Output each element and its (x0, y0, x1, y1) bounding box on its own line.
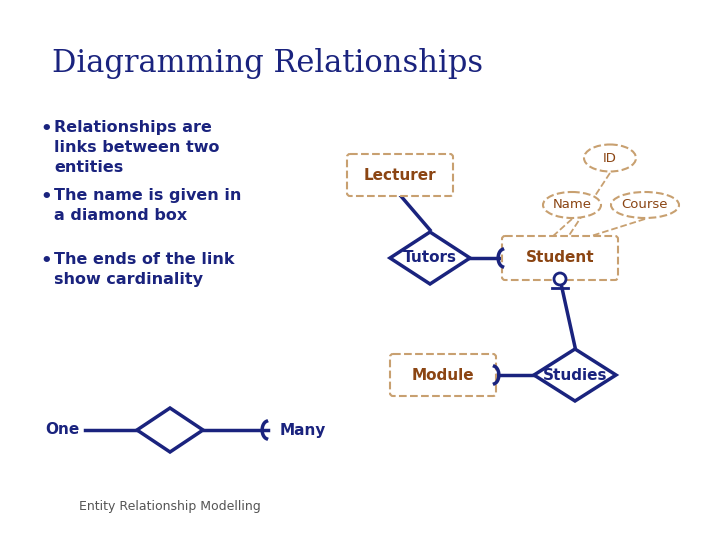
Circle shape (554, 273, 566, 285)
Text: Tutors: Tutors (403, 251, 457, 266)
Ellipse shape (543, 192, 601, 218)
Text: Entity Relationship Modelling: Entity Relationship Modelling (79, 500, 261, 513)
Text: •: • (40, 188, 52, 206)
Text: Student: Student (526, 251, 594, 266)
Text: ID: ID (603, 152, 617, 165)
Polygon shape (137, 408, 203, 452)
Text: •: • (40, 120, 52, 138)
Text: Lecturer: Lecturer (364, 167, 436, 183)
Text: Relationships are
links between two
entities: Relationships are links between two enti… (54, 120, 220, 174)
Text: The ends of the link
show cardinality: The ends of the link show cardinality (54, 252, 235, 287)
Polygon shape (390, 232, 470, 284)
Text: •: • (40, 252, 52, 270)
Text: Course: Course (622, 199, 668, 212)
FancyBboxPatch shape (390, 354, 496, 396)
Text: Diagramming Relationships: Diagramming Relationships (52, 48, 483, 79)
Text: Module: Module (412, 368, 474, 382)
Ellipse shape (584, 145, 636, 172)
Polygon shape (534, 349, 616, 401)
Text: One: One (46, 422, 80, 437)
Text: The name is given in
a diamond box: The name is given in a diamond box (54, 188, 241, 223)
Text: Many: Many (280, 422, 326, 437)
FancyBboxPatch shape (347, 154, 453, 196)
FancyBboxPatch shape (502, 236, 618, 280)
Text: Name: Name (552, 199, 592, 212)
Text: Studies: Studies (543, 368, 607, 382)
Ellipse shape (611, 192, 679, 218)
